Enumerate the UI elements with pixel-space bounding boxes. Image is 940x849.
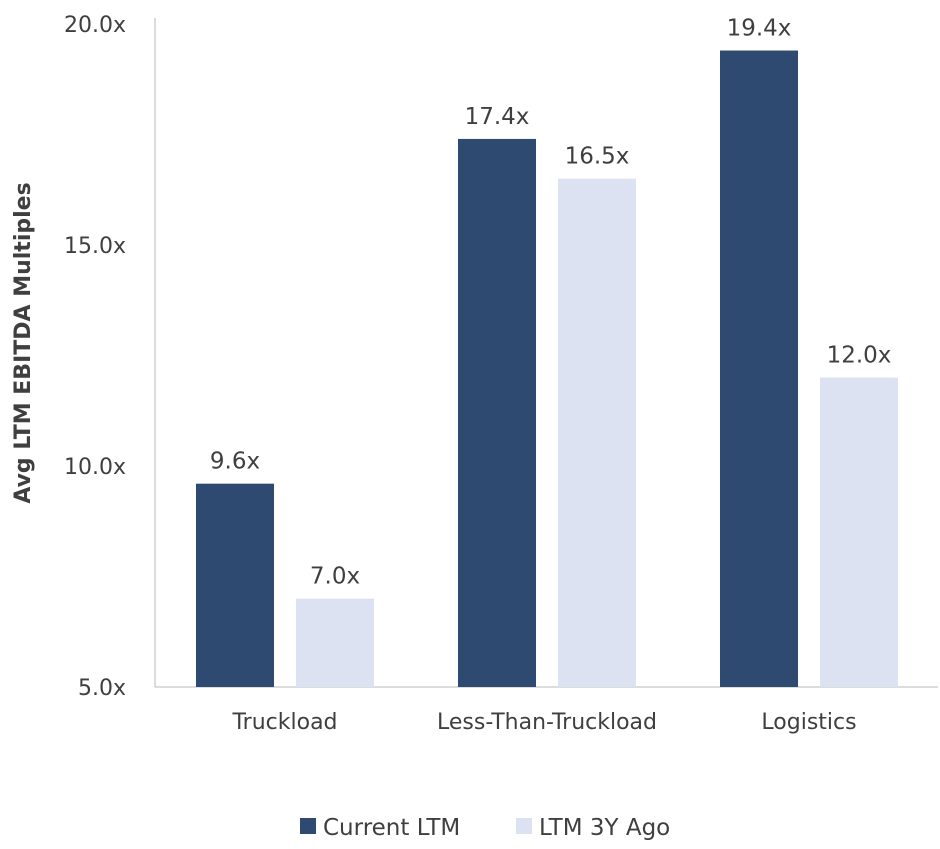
legend: Current LTM LTM 3Y Ago [300,815,670,841]
legend-swatch [516,818,532,834]
y-tick-label: 5.0x [78,676,126,701]
data-label: 7.0x [310,564,360,590]
data-label: 17.4x [465,104,530,130]
y-axis-title: Avg LTM EBITDA Multiples [11,182,36,503]
legend-swatch [300,818,316,834]
y-tick-label: 20.0x [64,13,126,38]
data-labels: 9.6x 7.0x 17.4x 16.5x 19.4x 12.0x [210,16,892,590]
bar-current-ltm [196,483,274,687]
category-label: Less-Than-Truckload [437,710,657,735]
bar-current-ltm [720,50,798,687]
category-label: Truckload [231,710,337,735]
data-label: 16.5x [565,144,630,170]
bar-ltm-3y-ago [558,178,636,687]
category-label: Logistics [761,710,856,735]
y-tick-labels: 5.0x 10.0x 15.0x 20.0x [64,13,126,701]
category-labels: Truckload Less-Than-Truckload Logistics [231,710,856,735]
y-tick-label: 10.0x [64,455,126,480]
legend-label: Current LTM [323,815,460,841]
legend-label: LTM 3Y Ago [539,815,670,841]
data-label: 9.6x [210,449,260,475]
data-label: 12.0x [827,343,892,369]
bar-ltm-3y-ago [820,377,898,687]
y-tick-label: 15.0x [64,234,126,259]
bars [196,50,898,688]
bar-ltm-3y-ago [296,598,374,687]
bar-current-ltm [458,138,536,688]
data-label: 19.4x [727,16,792,42]
